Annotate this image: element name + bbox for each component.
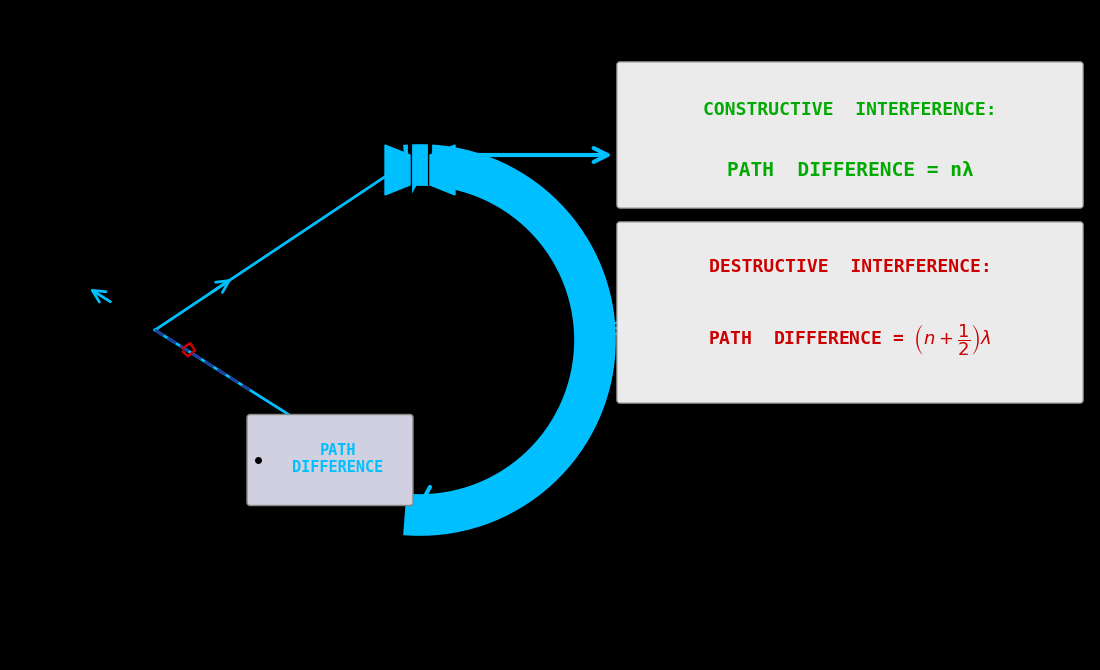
- Polygon shape: [430, 145, 455, 195]
- Text: PATH  DIFFERENCE = nλ: PATH DIFFERENCE = nλ: [727, 161, 974, 180]
- FancyBboxPatch shape: [248, 415, 412, 505]
- FancyBboxPatch shape: [617, 62, 1084, 208]
- Text: PATH  DIFFERENCE = $\left(n + \dfrac{1}{2}\right)\lambda$: PATH DIFFERENCE = $\left(n + \dfrac{1}{2…: [708, 322, 992, 358]
- FancyBboxPatch shape: [617, 222, 1084, 403]
- Text: ERE: ERE: [590, 321, 620, 339]
- Text: CONSTRUCTIVE  INTERFERENCE:: CONSTRUCTIVE INTERFERENCE:: [703, 101, 997, 119]
- Text: DESTRUCTIVE  INTERFERENCE:: DESTRUCTIVE INTERFERENCE:: [708, 258, 991, 276]
- Polygon shape: [385, 145, 410, 195]
- Text: PATH
DIFFERENCE: PATH DIFFERENCE: [293, 443, 384, 475]
